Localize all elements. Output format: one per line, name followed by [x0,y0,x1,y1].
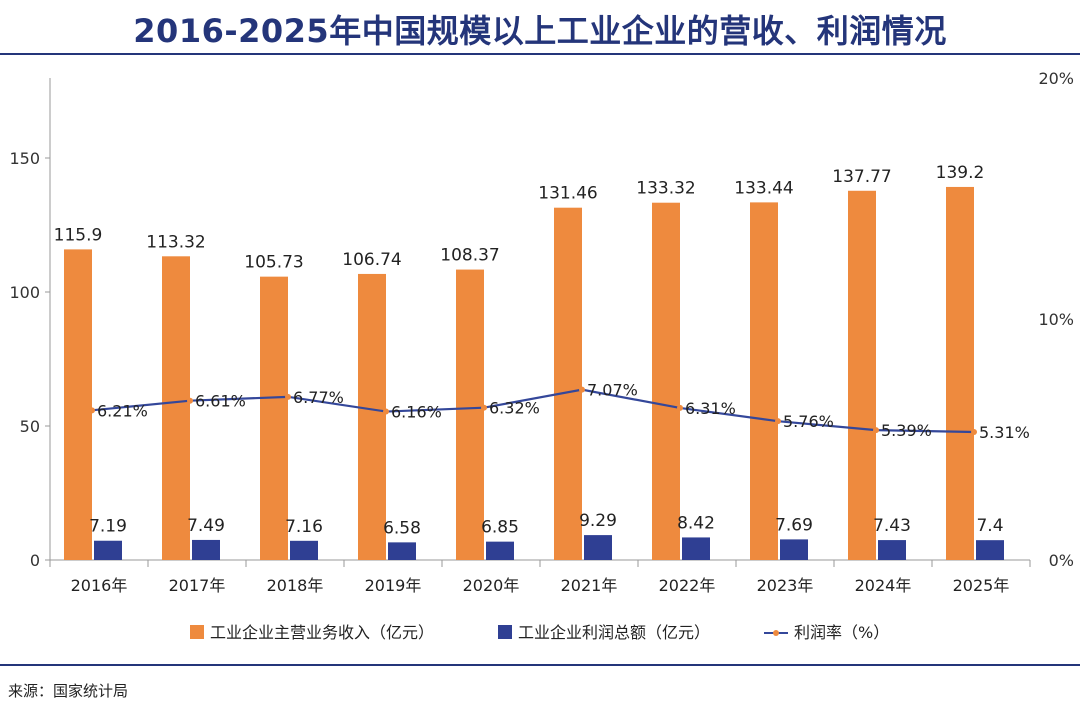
margin-value-label: 5.76% [783,412,834,431]
margin-value-label: 6.32% [489,399,540,418]
y-left-tick-label: 150 [9,149,40,168]
legend-profit-label: 工业企业利润总额（亿元） [518,623,710,642]
margin-line [91,388,975,434]
y-left-tick-label: 50 [20,417,40,436]
profit-value-label: 9.29 [579,511,617,531]
margin-value-label: 7.07% [587,381,638,400]
revenue-value-label: 137.77 [832,167,891,187]
profit-bar [780,539,808,560]
profit-bar [682,537,710,560]
legend-revenue-swatch [190,625,204,639]
y-left-tick-label: 100 [9,283,40,302]
revenue-bar [848,190,876,560]
revenue-value-label: 108.37 [440,246,499,266]
revenue-bar [652,202,680,560]
margin-value-label: 6.31% [685,399,736,418]
margin-point [775,418,781,425]
revenue-value-label: 133.32 [636,179,695,199]
profit-value-label: 6.58 [383,518,421,538]
margin-value-label: 6.16% [391,403,442,422]
y-right-tick-label: 0% [1049,551,1074,570]
revenue-value-label: 139.2 [936,163,985,183]
profit-bar [878,540,906,560]
margin-value-label: 5.39% [881,421,932,440]
revenue-value-label: 131.46 [538,184,597,204]
profit-bar [192,539,220,560]
revenue-bar [260,276,288,560]
legend-revenue-label: 工业企业主营业务收入（亿元） [210,623,434,642]
margin-point [187,397,193,404]
title-divider [0,53,1080,55]
profit-bar [584,535,612,560]
y-left-tick-label: 0 [30,551,40,570]
x-tick-label: 2020年 [463,576,520,595]
profit-value-label: 8.42 [677,513,715,533]
margin-value-label: 6.77% [293,388,344,407]
margin-value-label: 6.61% [195,392,246,411]
revenue-bar [456,269,484,560]
x-tick-label: 2016年 [71,576,128,595]
margin-point [481,404,487,411]
y-right-tick-label: 10% [1038,310,1074,329]
margin-value-label: 5.31% [979,423,1030,442]
chart: 0 50 100 150 0% 10% 20% 2016年 2017年 2018年 2019年 202… [9,69,1074,642]
profit-bar [976,540,1004,560]
y-right-tick-label: 20% [1038,69,1074,88]
margin-point [285,393,291,400]
margin-point [383,408,389,415]
profit-value-label: 7.69 [775,515,813,535]
revenue-value-label: 106.74 [342,250,401,270]
x-tick-label: 2023年 [757,576,814,595]
footer-divider [0,664,1080,666]
profit-bar [486,541,514,560]
margin-value-label: 6.21% [97,401,148,420]
legend-margin-label: 利润率（%） [794,623,889,642]
profit-value-label: 7.49 [187,516,225,536]
x-tick-label: 2019年 [365,576,422,595]
profit-value-label: 7.19 [89,517,127,537]
profit-bar [94,540,122,560]
x-tick-label: 2024年 [855,576,912,595]
revenue-bar [64,249,92,560]
legend-profit-swatch [498,625,512,639]
profit-bar [290,540,318,560]
x-tick-label: 2017年 [169,576,226,595]
margin-point [971,429,977,436]
margin-point [89,407,95,414]
revenue-bar [162,256,190,560]
source-note: 来源：国家统计局 [8,682,129,700]
profit-value-label: 6.85 [481,518,519,538]
revenue-value-label: 105.73 [244,253,303,273]
revenue-value-label: 113.32 [146,232,205,252]
profit-bar [388,542,416,560]
revenue-bar [554,207,582,560]
revenue-bar [358,273,386,560]
revenue-bar [946,186,974,560]
profit-value-label: 7.16 [285,517,323,537]
margin-point [579,386,585,393]
legend-margin-marker [773,630,779,636]
margin-point [873,427,879,434]
profit-value-label: 7.4 [976,516,1003,536]
revenue-value-label: 115.9 [54,225,103,245]
x-tick-label: 2022年 [659,576,716,595]
x-tick-label: 2018年 [267,576,324,595]
chart-title: 2016-2025年中国规模以上工业企业的营收、利润情况 [133,12,947,50]
profit-value-label: 7.43 [873,516,911,536]
revenue-bar [750,202,778,560]
revenue-value-label: 133.44 [734,178,793,198]
x-tick-label: 2021年 [561,576,618,595]
margin-point [677,404,683,411]
x-tick-label: 2025年 [953,576,1010,595]
